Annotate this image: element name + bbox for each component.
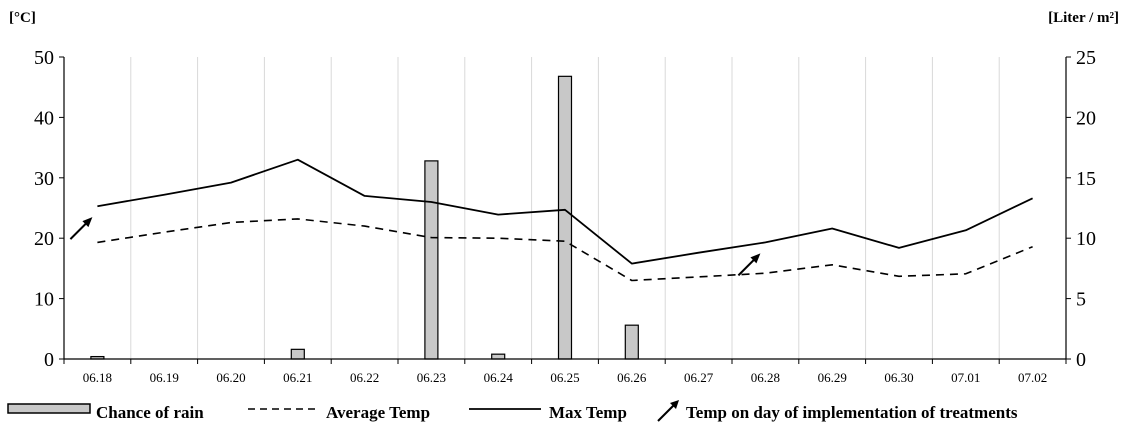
rain-bar — [624, 324, 639, 360]
x-tick-label: 06.18 — [83, 370, 112, 385]
x-tick-label: 07.01 — [951, 370, 980, 385]
legend-rain-swatch — [7, 403, 91, 414]
x-tick-label: 06.26 — [617, 370, 647, 385]
x-tick-label: 06.23 — [417, 370, 446, 385]
tick-labels: 0 10 20 30 40 50 0 5 10 15 20 25 06.18 06.19 06.20 06.2… — [34, 47, 1096, 385]
x-tick-label: 06.28 — [751, 370, 780, 385]
treatment-arrow-shaft — [69, 221, 89, 240]
legend-rain-label: Chance of rain — [96, 403, 204, 422]
treatment-arrow-head — [82, 217, 93, 228]
rain-bar — [290, 348, 305, 360]
treatment-arrow-head — [750, 253, 761, 264]
left-axis-unit: [°C] — [9, 10, 36, 26]
legend-max-label: Max Temp — [549, 403, 627, 422]
right-tick-label: 25 — [1076, 47, 1096, 69]
right-tick-label: 5 — [1076, 289, 1086, 311]
treatment-markers — [69, 217, 761, 277]
x-tick-label: 06.29 — [818, 370, 847, 385]
treatment-arrow-icon — [69, 217, 93, 240]
x-tick-label: 06.20 — [216, 370, 245, 385]
right-tick-label: 0 — [1076, 349, 1086, 371]
x-tick-label: 06.30 — [884, 370, 913, 385]
rain-bar — [491, 353, 506, 360]
left-tick-label: 30 — [34, 168, 54, 190]
legend-average-label: Average Temp — [326, 403, 430, 422]
x-tick-label: 06.22 — [350, 370, 379, 385]
x-tick-label: 06.24 — [484, 370, 514, 385]
right-axis-unit: [Liter / m²] — [1048, 10, 1119, 26]
x-tick-label: 06.27 — [684, 370, 714, 385]
left-tick-label: 40 — [34, 107, 54, 129]
rain-bar — [557, 75, 573, 360]
temperature-lines — [97, 158, 1033, 282]
vertical-gridlines — [130, 57, 1067, 359]
average-temp-line — [97, 218, 1033, 282]
treatment-arrow-shaft — [737, 257, 757, 277]
left-tick-label: 20 — [34, 228, 54, 250]
right-tick-label: 10 — [1076, 228, 1096, 250]
x-tick-label: 06.21 — [283, 370, 312, 385]
right-tick-label: 20 — [1076, 107, 1096, 129]
rain-bars — [90, 75, 639, 360]
max-temp-line — [97, 158, 1033, 265]
legend-arrow-icon — [657, 400, 679, 422]
left-tick-label: 10 — [34, 289, 54, 311]
axes — [59, 56, 1071, 364]
legend-treatment-label: Temp on day of implementation of treatme… — [686, 403, 1018, 422]
x-tick-label: 07.02 — [1018, 370, 1047, 385]
x-tick-label: 06.25 — [550, 370, 579, 385]
left-tick-label: 0 — [44, 349, 54, 371]
right-tick-label: 15 — [1076, 168, 1096, 190]
treatment-arrow-icon — [737, 253, 761, 277]
left-tick-label: 50 — [34, 47, 54, 69]
rain-bar — [424, 160, 439, 360]
legend: Chance of rain Average Temp Max Temp Tem… — [7, 400, 1018, 422]
x-tick-label: 06.19 — [150, 370, 179, 385]
